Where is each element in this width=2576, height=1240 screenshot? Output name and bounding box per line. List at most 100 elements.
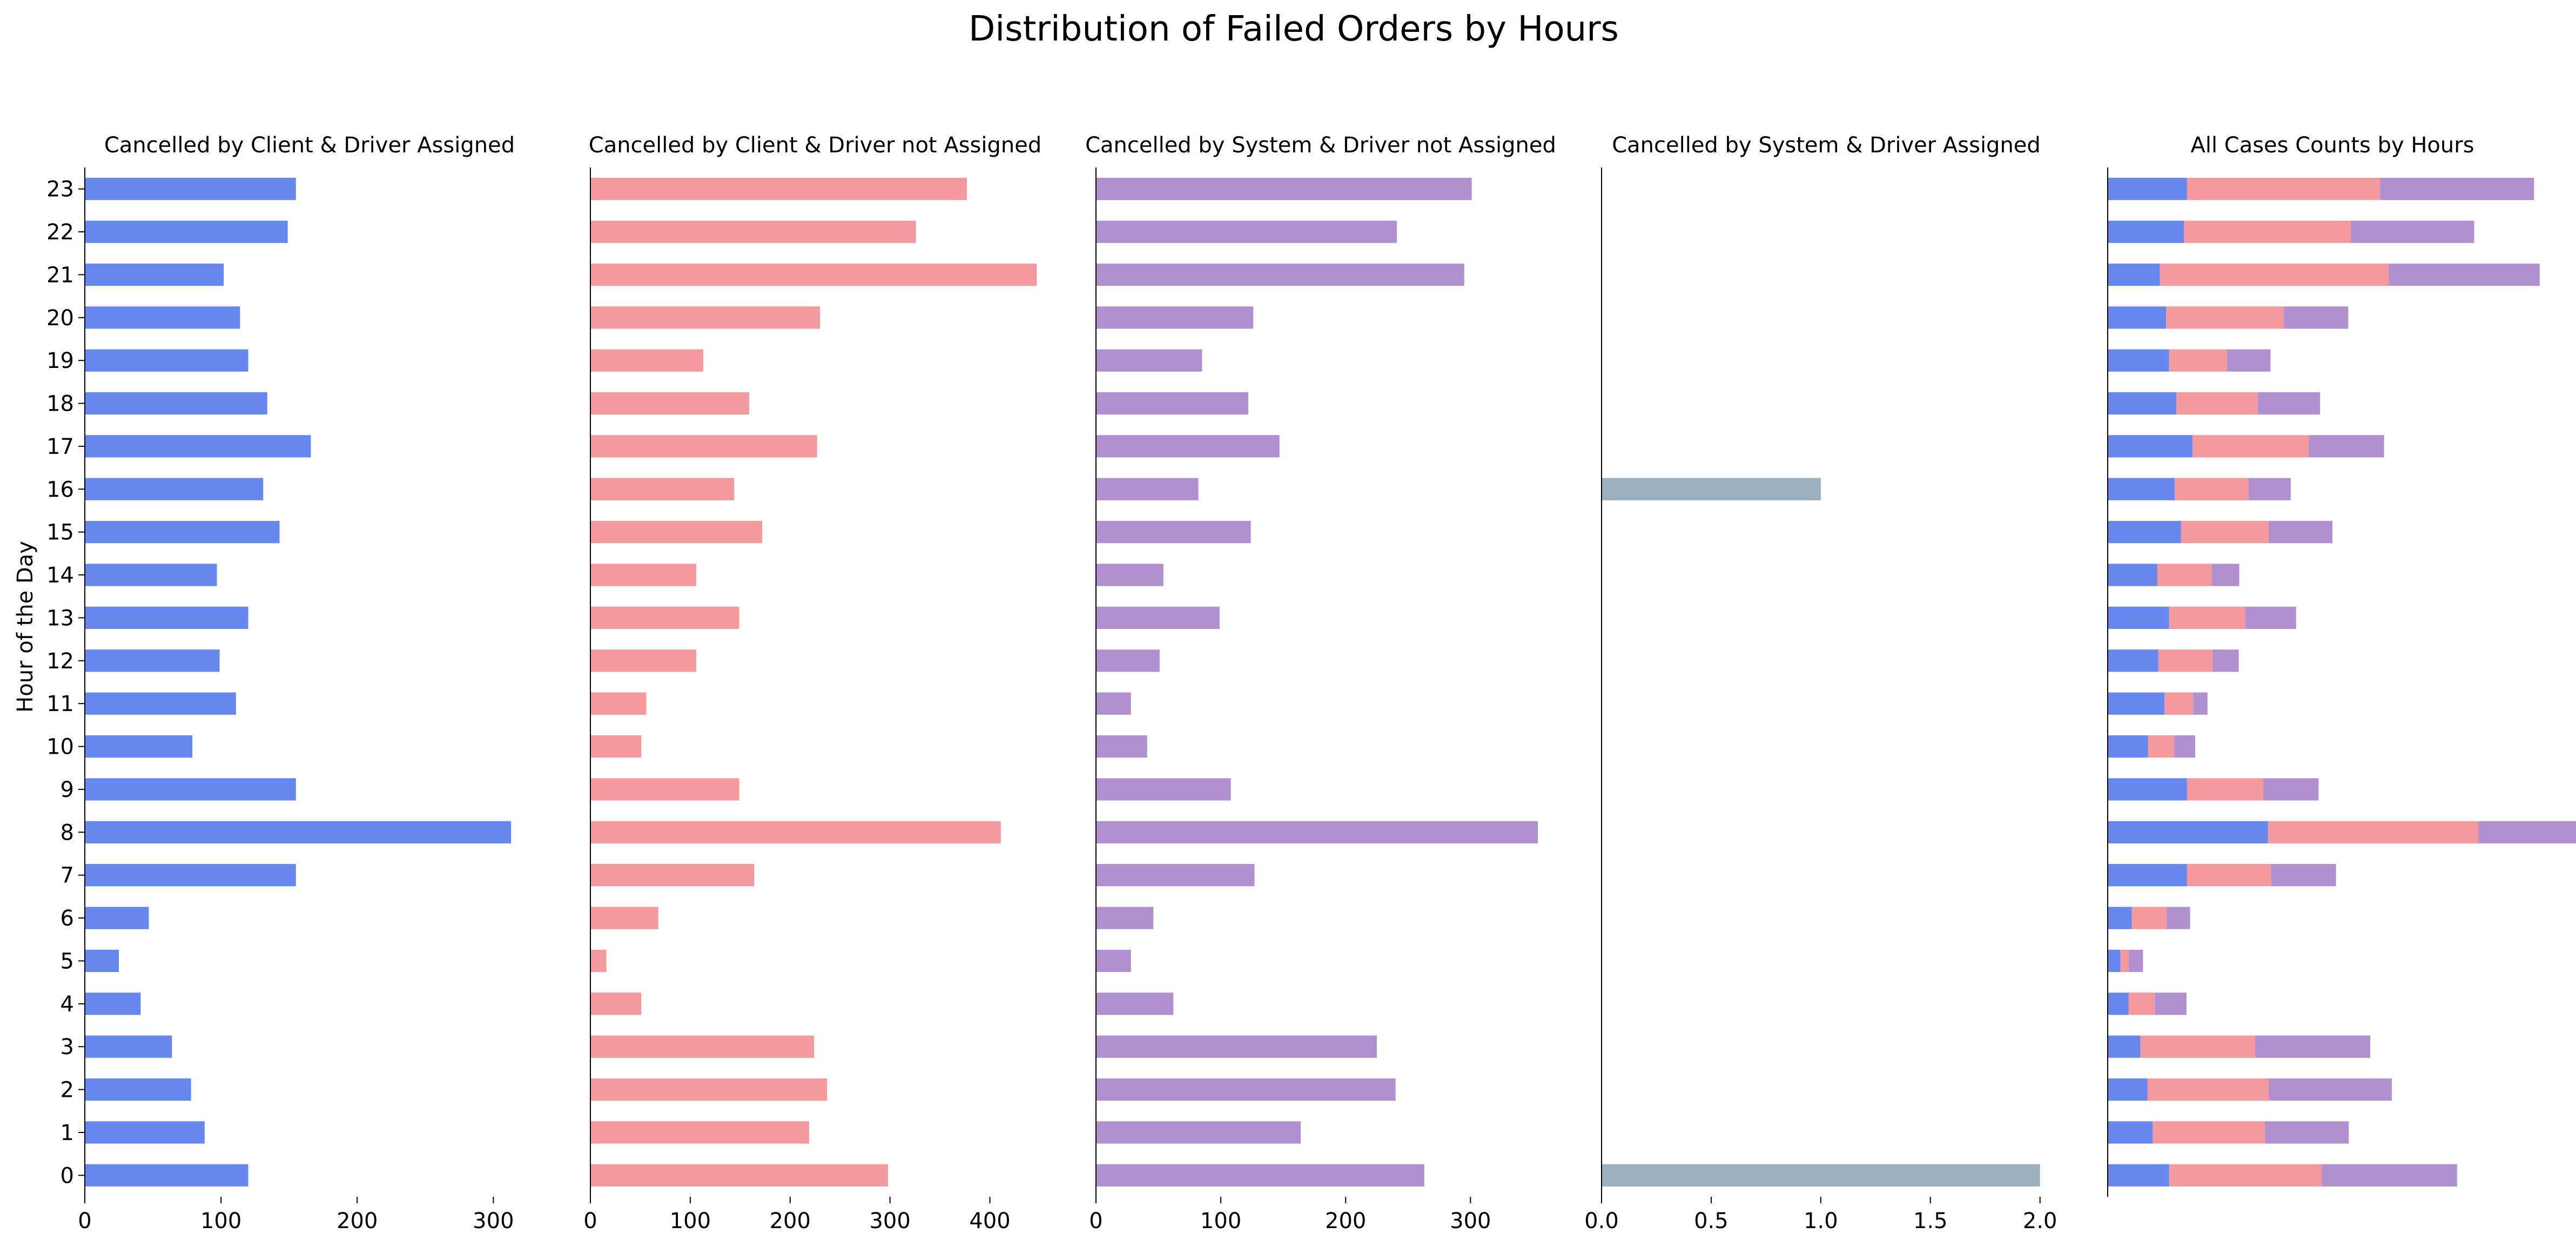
stacked-bar-hour-5-series-2: [2128, 949, 2143, 973]
bar-panel-1-hour-16: [590, 478, 735, 500]
y-tick-label-17: 17: [46, 434, 74, 459]
stacked-bar-hour-10-series-2: [2174, 735, 2196, 758]
panel-title-4: All Cases Counts by Hours: [2190, 133, 2474, 158]
stacked-bar-hour-7-series-1: [2187, 864, 2271, 887]
stacked-bar-hour-4-series-2: [2155, 993, 2187, 1015]
panel-title-1: Cancelled by Client & Driver not Assigne…: [589, 133, 1041, 158]
bar-panel-2-hour-1: [1096, 1121, 1301, 1144]
bar-panel-0-hour-14: [85, 564, 217, 586]
bar-panel-2-hour-15: [1096, 521, 1251, 544]
bar-panel-2-hour-22: [1096, 220, 1397, 243]
stacked-bar-hour-13-series-1: [2169, 606, 2245, 629]
bar-panel-2-hour-7: [1096, 864, 1255, 887]
bar-panel-0-hour-6: [85, 907, 149, 929]
stacked-bar-hour-14-series-1: [2157, 564, 2212, 586]
stacked-bar-hour-20-series-2: [2283, 306, 2349, 329]
bar-panel-0-hour-1: [85, 1121, 205, 1144]
bar-panel-2-hour-14: [1096, 564, 1163, 586]
stacked-bar-hour-4-series-1: [2128, 993, 2155, 1015]
bar-panel-0-hour-22: [85, 220, 288, 243]
bar-panel-1-hour-17: [590, 435, 817, 458]
y-tick-label-1: 1: [60, 1121, 74, 1145]
y-tick-label-23: 23: [46, 177, 74, 202]
chart-panels: Cancelled by Client & Driver Assigned012…: [46, 133, 2576, 1234]
bar-panel-2-hour-3: [1096, 1035, 1377, 1058]
bar-panel-2-hour-5: [1096, 949, 1131, 973]
y-tick-label-15: 15: [46, 520, 74, 545]
stacked-bar-hour-18-series-2: [2257, 392, 2321, 415]
bar-panel-1-hour-7: [590, 864, 755, 887]
y-tick-label-21: 21: [46, 263, 74, 287]
stacked-bar-hour-13-series-0: [2108, 606, 2169, 629]
bar-panel-0-hour-11: [85, 692, 236, 715]
bar-panel-1-hour-22: [590, 220, 916, 243]
stacked-bar-hour-10-series-1: [2148, 735, 2175, 758]
stacked-bar-hour-8-series-0: [2108, 821, 2268, 843]
x-tick-label-3-0: 0.0: [1584, 1209, 1619, 1234]
bar-panel-1-hour-6: [590, 907, 658, 929]
stacked-bar-hour-11-series-1: [2164, 692, 2194, 715]
stacked-bar-hour-9-series-2: [2263, 778, 2319, 801]
x-tick-label-0-1: 100: [200, 1209, 241, 1234]
stacked-bar-hour-19-series-1: [2169, 349, 2227, 372]
bar-panel-0-hour-4: [85, 993, 141, 1015]
bar-panel-2-hour-17: [1096, 435, 1280, 458]
bar-panel-1-hour-9: [590, 778, 739, 801]
stacked-bar-hour-15-series-2: [2269, 521, 2332, 544]
y-tick-label-20: 20: [46, 306, 74, 331]
stacked-bar-hour-9-series-1: [2187, 778, 2264, 801]
panel-title-0: Cancelled by Client & Driver Assigned: [104, 133, 515, 158]
stacked-bar-hour-17-series-1: [2192, 435, 2309, 458]
bar-panel-0-hour-17: [85, 435, 311, 458]
stacked-bar-hour-16-series-0: [2108, 478, 2175, 500]
x-tick-label-0-0: 0: [78, 1209, 91, 1234]
stacked-bar-hour-12-series-0: [2108, 649, 2158, 672]
bar-panel-1-hour-11: [590, 692, 647, 715]
bar-panel-2-hour-13: [1096, 606, 1220, 629]
x-tick-label-3-4: 2.0: [2023, 1209, 2057, 1234]
y-tick-label-8: 8: [60, 820, 74, 845]
stacked-bar-hour-0-series-3: [2456, 1164, 2458, 1187]
y-tick-label-12: 12: [46, 649, 74, 674]
stacked-bar-hour-12-series-1: [2158, 649, 2213, 672]
bar-panel-3-hour-0: [1602, 1164, 2040, 1187]
bar-panel-1-hour-21: [590, 263, 1037, 286]
y-tick-label-9: 9: [60, 777, 74, 802]
y-tick-label-18: 18: [46, 392, 74, 417]
panel-title-3: Cancelled by System & Driver Assigned: [1612, 133, 2041, 158]
bar-panel-1-hour-10: [590, 735, 642, 758]
stacked-bar-hour-20-series-0: [2108, 306, 2167, 329]
bar-panel-0-hour-3: [85, 1035, 172, 1058]
bar-panel-1-hour-1: [590, 1121, 809, 1144]
stacked-bar-hour-4-series-0: [2108, 993, 2129, 1015]
bar-panel-0-hour-19: [85, 349, 248, 372]
panel-title-2: Cancelled by System & Driver not Assigne…: [1085, 133, 1556, 158]
bar-panel-0-hour-20: [85, 306, 240, 329]
bar-panel-0-hour-10: [85, 735, 193, 758]
stacked-bar-hour-19-series-2: [2227, 349, 2271, 372]
bar-panel-3-hour-16: [1602, 478, 1821, 500]
y-tick-label-7: 7: [60, 863, 74, 888]
stacked-bar-hour-20-series-1: [2166, 306, 2284, 329]
bar-panel-0-hour-7: [85, 864, 296, 887]
bar-panel-0-hour-21: [85, 263, 224, 286]
bar-panel-2-hour-23: [1096, 178, 1472, 200]
bar-panel-1-hour-0: [590, 1164, 888, 1187]
bar-panel-1-hour-4: [590, 993, 642, 1015]
stacked-bar-hour-22-series-2: [2351, 220, 2474, 243]
stacked-bar-hour-5-series-1: [2120, 949, 2129, 973]
bar-panel-1-hour-12: [590, 649, 696, 672]
x-tick-label-2-1: 100: [1200, 1209, 1241, 1234]
stacked-bar-hour-1-series-0: [2108, 1121, 2153, 1144]
bar-panel-1-hour-8: [590, 821, 1001, 843]
y-tick-label-3: 3: [60, 1035, 74, 1060]
stacked-bar-hour-21-series-0: [2108, 263, 2160, 286]
bar-panel-1-hour-23: [590, 178, 967, 200]
bar-panel-2-hour-8: [1096, 821, 1538, 843]
stacked-bar-hour-7-series-0: [2108, 864, 2187, 887]
x-tick-label-2-3: 300: [1450, 1209, 1491, 1234]
stacked-bar-hour-2-series-2: [2269, 1078, 2392, 1101]
x-tick-label-1-0: 0: [583, 1209, 597, 1234]
stacked-bar-hour-7-series-2: [2271, 864, 2336, 887]
